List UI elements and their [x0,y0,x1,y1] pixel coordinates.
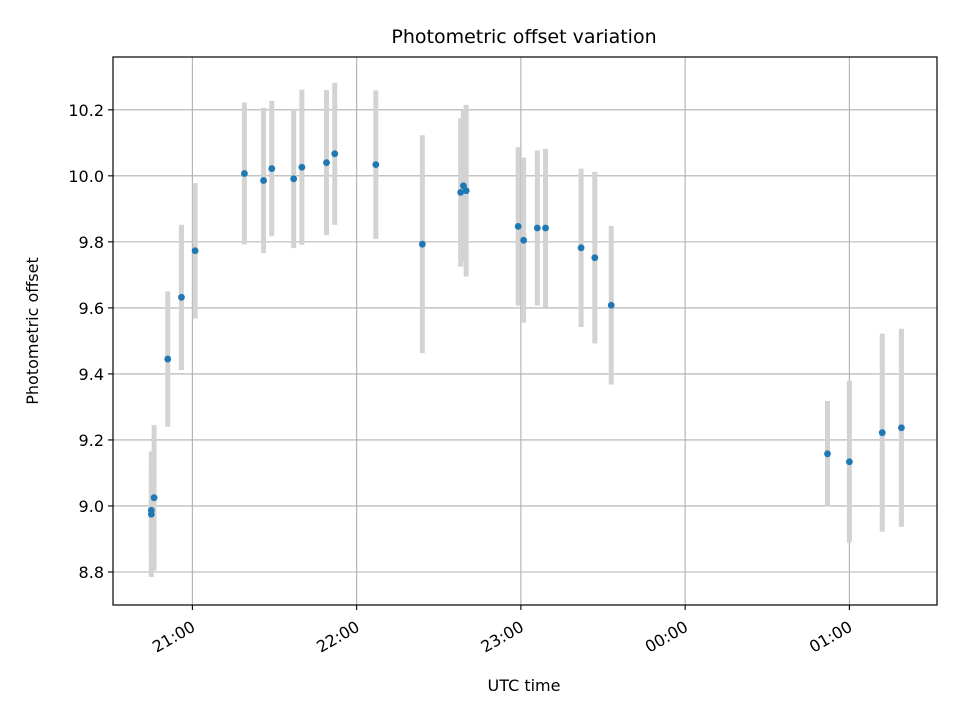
data-point [878,429,886,437]
data-point [533,224,541,232]
chart-title: Photometric offset variation [391,26,656,48]
y-tick-label: 10.2 [68,101,104,120]
data-point [542,224,549,232]
data-point [290,175,298,183]
grid-lines [113,57,937,605]
y-tick-label: 9.2 [79,431,104,450]
data-point [845,458,853,466]
y-axis-title: Photometric offset [23,257,42,405]
plot-frame [112,56,938,606]
data-point [460,182,467,190]
y-tick-label: 9.8 [79,233,104,252]
data-point [457,188,465,196]
data-point [824,450,831,458]
y-tick-label: 10.0 [68,167,104,186]
data-point [164,355,172,363]
y-axis-ticks: 8.8 9.0 9.2 9.4 9.6 9.8 10.0 10.2 [68,101,113,582]
y-tick-label: 9.6 [79,299,104,318]
data-point [268,165,276,172]
data-point [147,510,155,518]
y-tick-label: 8.8 [79,563,104,582]
data-point [260,177,267,184]
data-point [577,244,585,252]
data-point [607,301,615,309]
data-point [520,236,528,244]
data-point [462,187,470,195]
data-points [147,150,905,518]
data-point [898,424,905,432]
data-point [191,247,199,255]
y-tick-label: 9.0 [79,497,104,516]
data-point [241,170,248,177]
y-tick-label: 9.4 [79,365,104,384]
data-point [331,150,339,158]
data-point [514,222,522,230]
x-axis-title: UTC time [488,676,561,695]
data-point [591,254,599,262]
data-point [418,240,426,248]
data-point [150,494,158,502]
data-point [323,159,330,167]
data-point [298,163,306,171]
data-point [372,161,380,169]
data-point [178,293,185,301]
